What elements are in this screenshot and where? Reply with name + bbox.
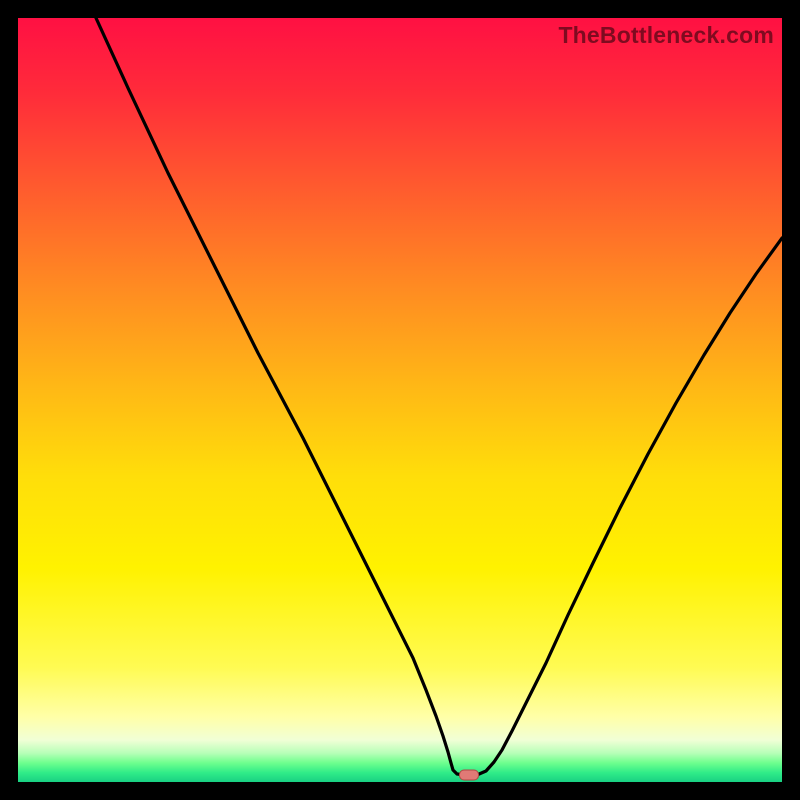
heatmap-gradient (18, 18, 782, 782)
plot-frame: TheBottleneck.com (0, 0, 800, 800)
optimal-marker (459, 770, 479, 781)
watermark-text: TheBottleneck.com (558, 22, 774, 49)
